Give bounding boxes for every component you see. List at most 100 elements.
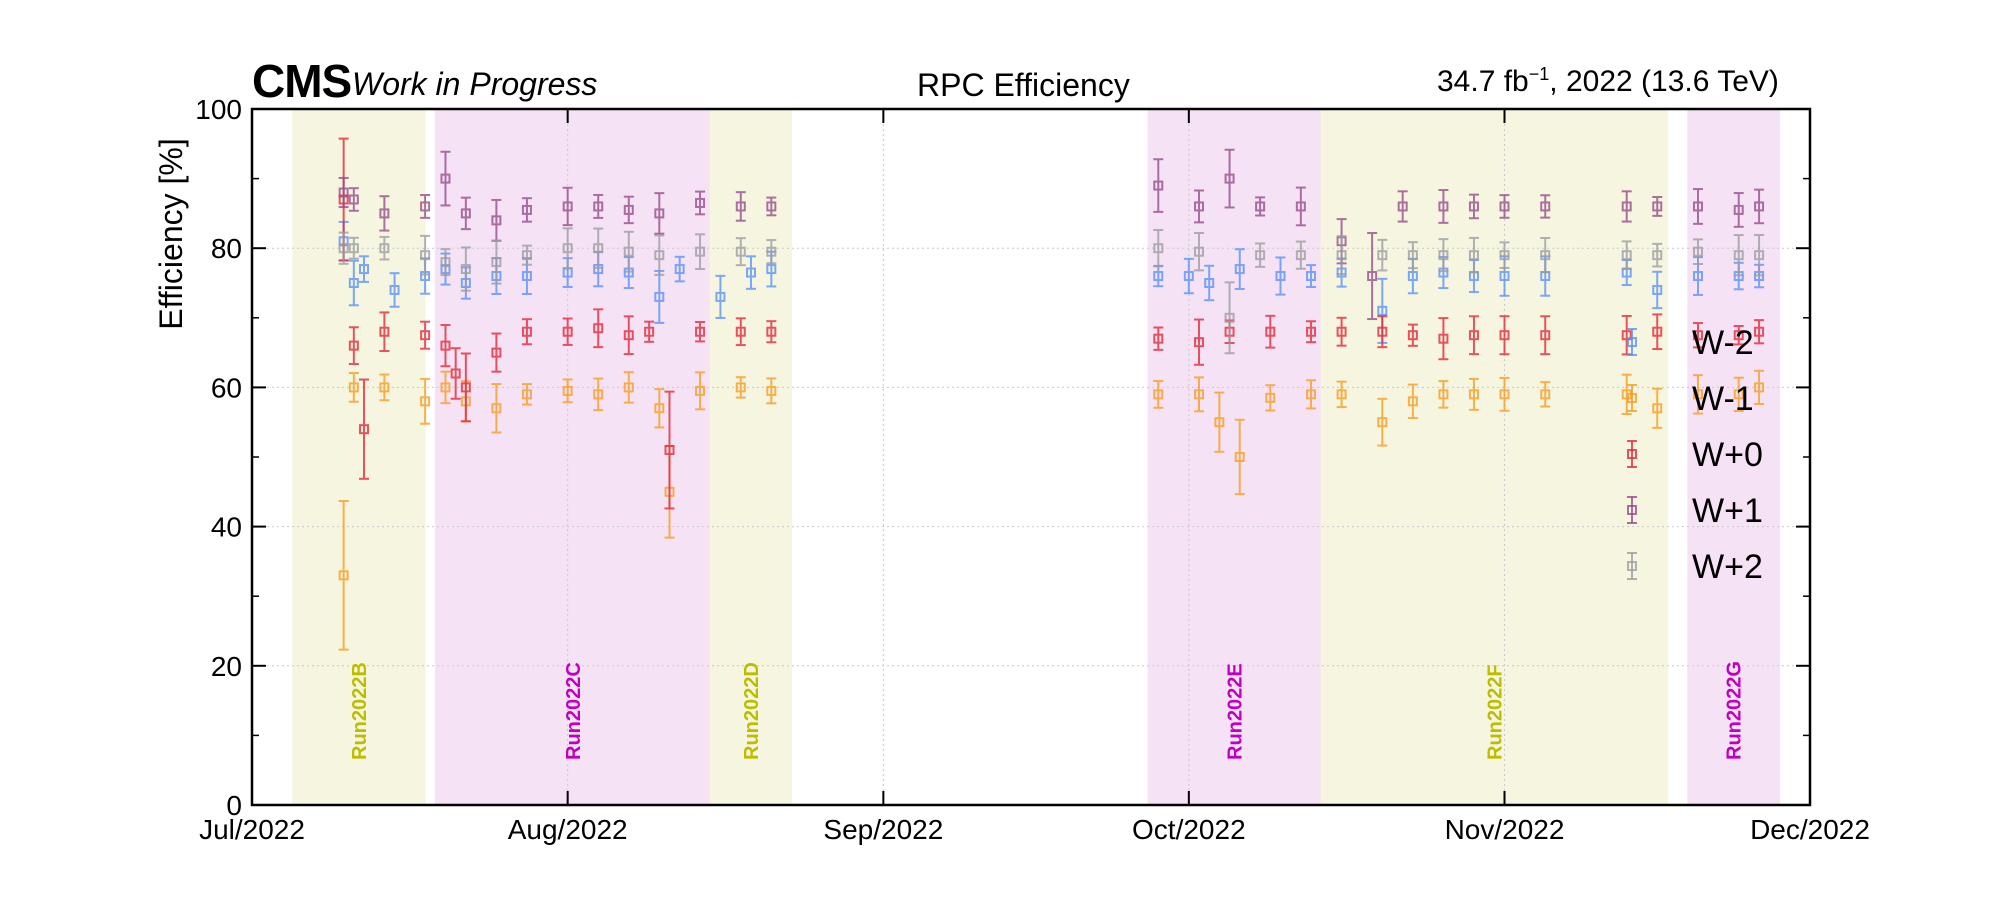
legend-entry: W-1	[1627, 380, 1754, 418]
data-point	[593, 201, 604, 212]
data-point	[1468, 250, 1479, 261]
data-point	[460, 208, 471, 219]
data-point	[766, 326, 777, 337]
data-point	[1153, 271, 1164, 282]
data-point	[1407, 271, 1418, 282]
data-point	[1153, 243, 1164, 254]
data-point	[1652, 403, 1663, 414]
data-point	[1204, 278, 1215, 288]
legend-marker	[1627, 449, 1637, 459]
data-point	[1295, 201, 1306, 212]
data-point	[674, 264, 685, 275]
data-point	[1438, 250, 1449, 261]
data-point	[1733, 330, 1744, 341]
legend-entry: W+0	[1627, 436, 1763, 474]
data-point	[1438, 201, 1449, 212]
data-point	[491, 403, 502, 414]
data-point	[440, 382, 451, 393]
data-point	[766, 201, 777, 212]
data-point	[1540, 330, 1551, 341]
data-point	[1438, 333, 1449, 344]
data-point	[1652, 250, 1663, 261]
data-point	[1234, 264, 1245, 275]
data-point	[1336, 389, 1347, 400]
data-point	[644, 326, 655, 337]
data-point	[1754, 201, 1765, 212]
data-point	[1499, 271, 1510, 282]
data-point	[440, 340, 451, 351]
data-point	[766, 264, 777, 275]
data-point	[1377, 326, 1388, 337]
y-axis-label: Efficiency [%]	[153, 138, 189, 329]
y-tick-label: 0	[226, 790, 242, 821]
lumi-label: 34.7 fb−1, 2022 (13.6 TeV)	[1437, 64, 1779, 99]
x-tick-label: Nov/2022	[1445, 814, 1565, 845]
data-point	[1214, 417, 1225, 428]
data-point	[735, 326, 746, 337]
data-point	[1733, 250, 1744, 261]
y-tick-label: 40	[211, 512, 242, 543]
data-point	[1499, 201, 1510, 212]
data-point	[1295, 250, 1306, 261]
data-point	[695, 385, 706, 396]
data-point	[664, 445, 675, 456]
data-point	[623, 382, 634, 393]
data-point	[1499, 250, 1510, 261]
data-point	[1306, 389, 1317, 400]
legend-label: W+0	[1692, 436, 1763, 474]
x-tick-label: Jul/2022	[199, 814, 305, 845]
data-point	[521, 250, 532, 261]
status-label: Work in Progress	[352, 66, 598, 102]
y-tick-label: 100	[195, 94, 242, 125]
data-point	[1733, 204, 1744, 215]
data-point	[1733, 389, 1744, 400]
data-point	[695, 197, 706, 208]
run-labels: Run2022B Run2022C Run2022D Run2022E Run2022F…	[349, 661, 1746, 760]
data-point	[338, 243, 349, 254]
data-point	[1153, 389, 1164, 400]
data-point	[460, 264, 471, 275]
data-point	[766, 385, 777, 396]
data-point	[735, 201, 746, 212]
y-tick-label: 80	[211, 233, 242, 264]
data-point	[1265, 392, 1276, 403]
series-W+1	[338, 148, 1765, 321]
data-point	[715, 291, 726, 302]
data-point	[1153, 333, 1164, 344]
data-point	[1652, 326, 1663, 337]
data-point	[491, 347, 502, 358]
data-point	[735, 246, 746, 257]
series-W+0	[338, 137, 1765, 510]
data-point	[1621, 330, 1632, 341]
data-point	[1183, 271, 1194, 282]
data-point	[1255, 250, 1266, 261]
run-label: Run2022C	[563, 662, 585, 760]
x-tick-label: Aug/2022	[508, 814, 628, 845]
data-point	[1265, 326, 1276, 337]
data-point	[420, 250, 431, 261]
data-point	[450, 368, 461, 379]
legend-label: W+2	[1692, 548, 1763, 586]
run-bands	[292, 108, 1780, 806]
series-W+2	[338, 227, 1765, 355]
data-point	[1621, 201, 1632, 212]
data-point	[359, 424, 370, 435]
data-point	[654, 208, 665, 219]
run-label: Run2022B	[349, 662, 371, 760]
data-point	[1754, 326, 1765, 337]
data-point	[1621, 250, 1632, 261]
data-point	[420, 396, 431, 407]
data-point	[1540, 250, 1551, 261]
run-band	[1687, 108, 1780, 806]
data-point	[1407, 396, 1418, 407]
legend-marker	[1627, 505, 1637, 515]
data-point	[491, 257, 502, 268]
data-point	[460, 382, 471, 393]
run-band	[1147, 108, 1322, 806]
run-label: Run2022E	[1225, 663, 1247, 760]
legend-label: W-1	[1692, 380, 1754, 418]
data-point	[623, 246, 634, 257]
data-point	[1754, 250, 1765, 261]
data-point	[1234, 452, 1245, 462]
